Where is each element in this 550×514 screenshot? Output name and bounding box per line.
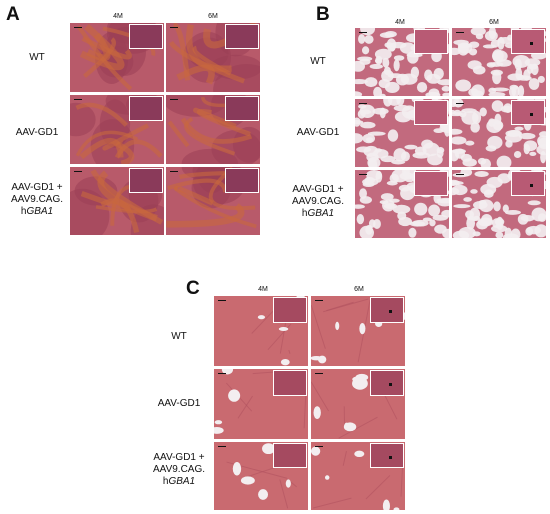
inset-marker (529, 112, 533, 116)
panel-letter: C (186, 278, 200, 299)
row-label-line: AAV-GD1 (157, 398, 201, 409)
column-label: 4M (258, 286, 268, 293)
panel-letter: A (6, 4, 20, 25)
magnified-inset (225, 96, 259, 121)
brain-micrograph (452, 99, 546, 167)
scale-bar (218, 300, 226, 301)
magnified-inset (129, 24, 163, 49)
magnified-inset (414, 29, 448, 54)
row-label: WT (287, 56, 349, 68)
magnified-inset (414, 100, 448, 125)
liver-micrograph (311, 296, 405, 366)
scale-bar (359, 32, 367, 33)
brain-micrograph (355, 170, 449, 238)
spleen-micrograph (166, 23, 260, 92)
spleen-micrograph (70, 23, 164, 92)
inset-marker (388, 455, 392, 459)
row-label-line: AAV-GD1 + (292, 184, 344, 195)
scale-bar (359, 103, 367, 104)
brain-micrograph (355, 28, 449, 96)
row-label: AAV-GD1 (6, 127, 68, 139)
row-label-line: AAV-GD1 (296, 127, 340, 138)
row-label-line: AAV9.CAG. (10, 194, 64, 205)
row-label-line: WT (29, 52, 45, 63)
scale-bar (456, 103, 464, 104)
row-label: WT (146, 331, 212, 343)
scale-bar (170, 171, 178, 172)
magnified-inset (511, 100, 545, 125)
magnified-inset (129, 168, 163, 193)
row-label-line: WT (171, 331, 187, 342)
scale-bar (315, 373, 323, 374)
inset-marker (388, 310, 392, 313)
row-label: AAV-GD1 + AAV9.CAG. hGBA1 (284, 184, 352, 220)
liver-micrograph (214, 442, 308, 510)
column-label: 6M (208, 13, 218, 20)
scale-bar (170, 99, 178, 100)
liver-micrograph (214, 296, 308, 366)
row-label: AAV-GD1 + AAV9.CAG. hGBA1 (4, 182, 70, 218)
row-label-line: hGBA1 (162, 476, 196, 487)
row-label: AAV-GD1 + AAV9.CAG. hGBA1 (144, 452, 214, 488)
scale-bar (456, 174, 464, 175)
scale-bar (315, 446, 323, 447)
magnified-inset (511, 171, 545, 196)
scale-bar (315, 300, 323, 301)
magnified-inset (370, 443, 404, 468)
scale-bar (218, 373, 226, 374)
spleen-micrograph (166, 95, 260, 164)
brain-micrograph (355, 99, 449, 167)
column-label: 4M (113, 13, 123, 20)
magnified-inset (225, 168, 259, 193)
magnified-inset (414, 171, 448, 196)
scale-bar (74, 27, 82, 28)
row-label-line: hGBA1 (301, 208, 335, 219)
scale-bar (74, 171, 82, 172)
liver-micrograph (214, 369, 308, 439)
panel-letter: B (316, 4, 330, 25)
row-label: AAV-GD1 (285, 127, 351, 139)
row-label-line: AAV-GD1 (15, 127, 59, 138)
scale-bar (359, 174, 367, 175)
magnified-inset (129, 96, 163, 121)
spleen-micrograph (70, 167, 164, 235)
row-label-line: AAV-GD1 + (153, 452, 205, 463)
inset-marker (529, 41, 533, 45)
spleen-micrograph (70, 95, 164, 164)
row-label: WT (6, 52, 68, 64)
magnified-inset (225, 24, 259, 49)
brain-micrograph (452, 28, 546, 96)
inset-marker (529, 183, 533, 187)
column-label: 6M (489, 19, 499, 26)
magnified-inset (273, 297, 307, 323)
magnified-inset (370, 370, 404, 396)
row-label-line: WT (310, 56, 326, 67)
column-label: 4M (395, 19, 405, 26)
row-label: AAV-GD1 (146, 398, 212, 410)
scale-bar (170, 27, 178, 28)
liver-micrograph (311, 442, 405, 510)
spleen-micrograph (166, 167, 260, 235)
row-label-line: hGBA1 (20, 206, 54, 217)
magnified-inset (273, 370, 307, 396)
inset-marker (388, 383, 392, 386)
brain-micrograph (452, 170, 546, 238)
row-label-line: AAV9.CAG. (291, 196, 345, 207)
magnified-inset (511, 29, 545, 54)
magnified-inset (273, 443, 307, 468)
column-label: 6M (354, 286, 364, 293)
scale-bar (74, 99, 82, 100)
scale-bar (456, 32, 464, 33)
row-label-line: AAV-GD1 + (11, 182, 63, 193)
row-label-line: AAV9.CAG. (152, 464, 206, 475)
magnified-inset (370, 297, 404, 323)
scale-bar (218, 446, 226, 447)
liver-micrograph (311, 369, 405, 439)
